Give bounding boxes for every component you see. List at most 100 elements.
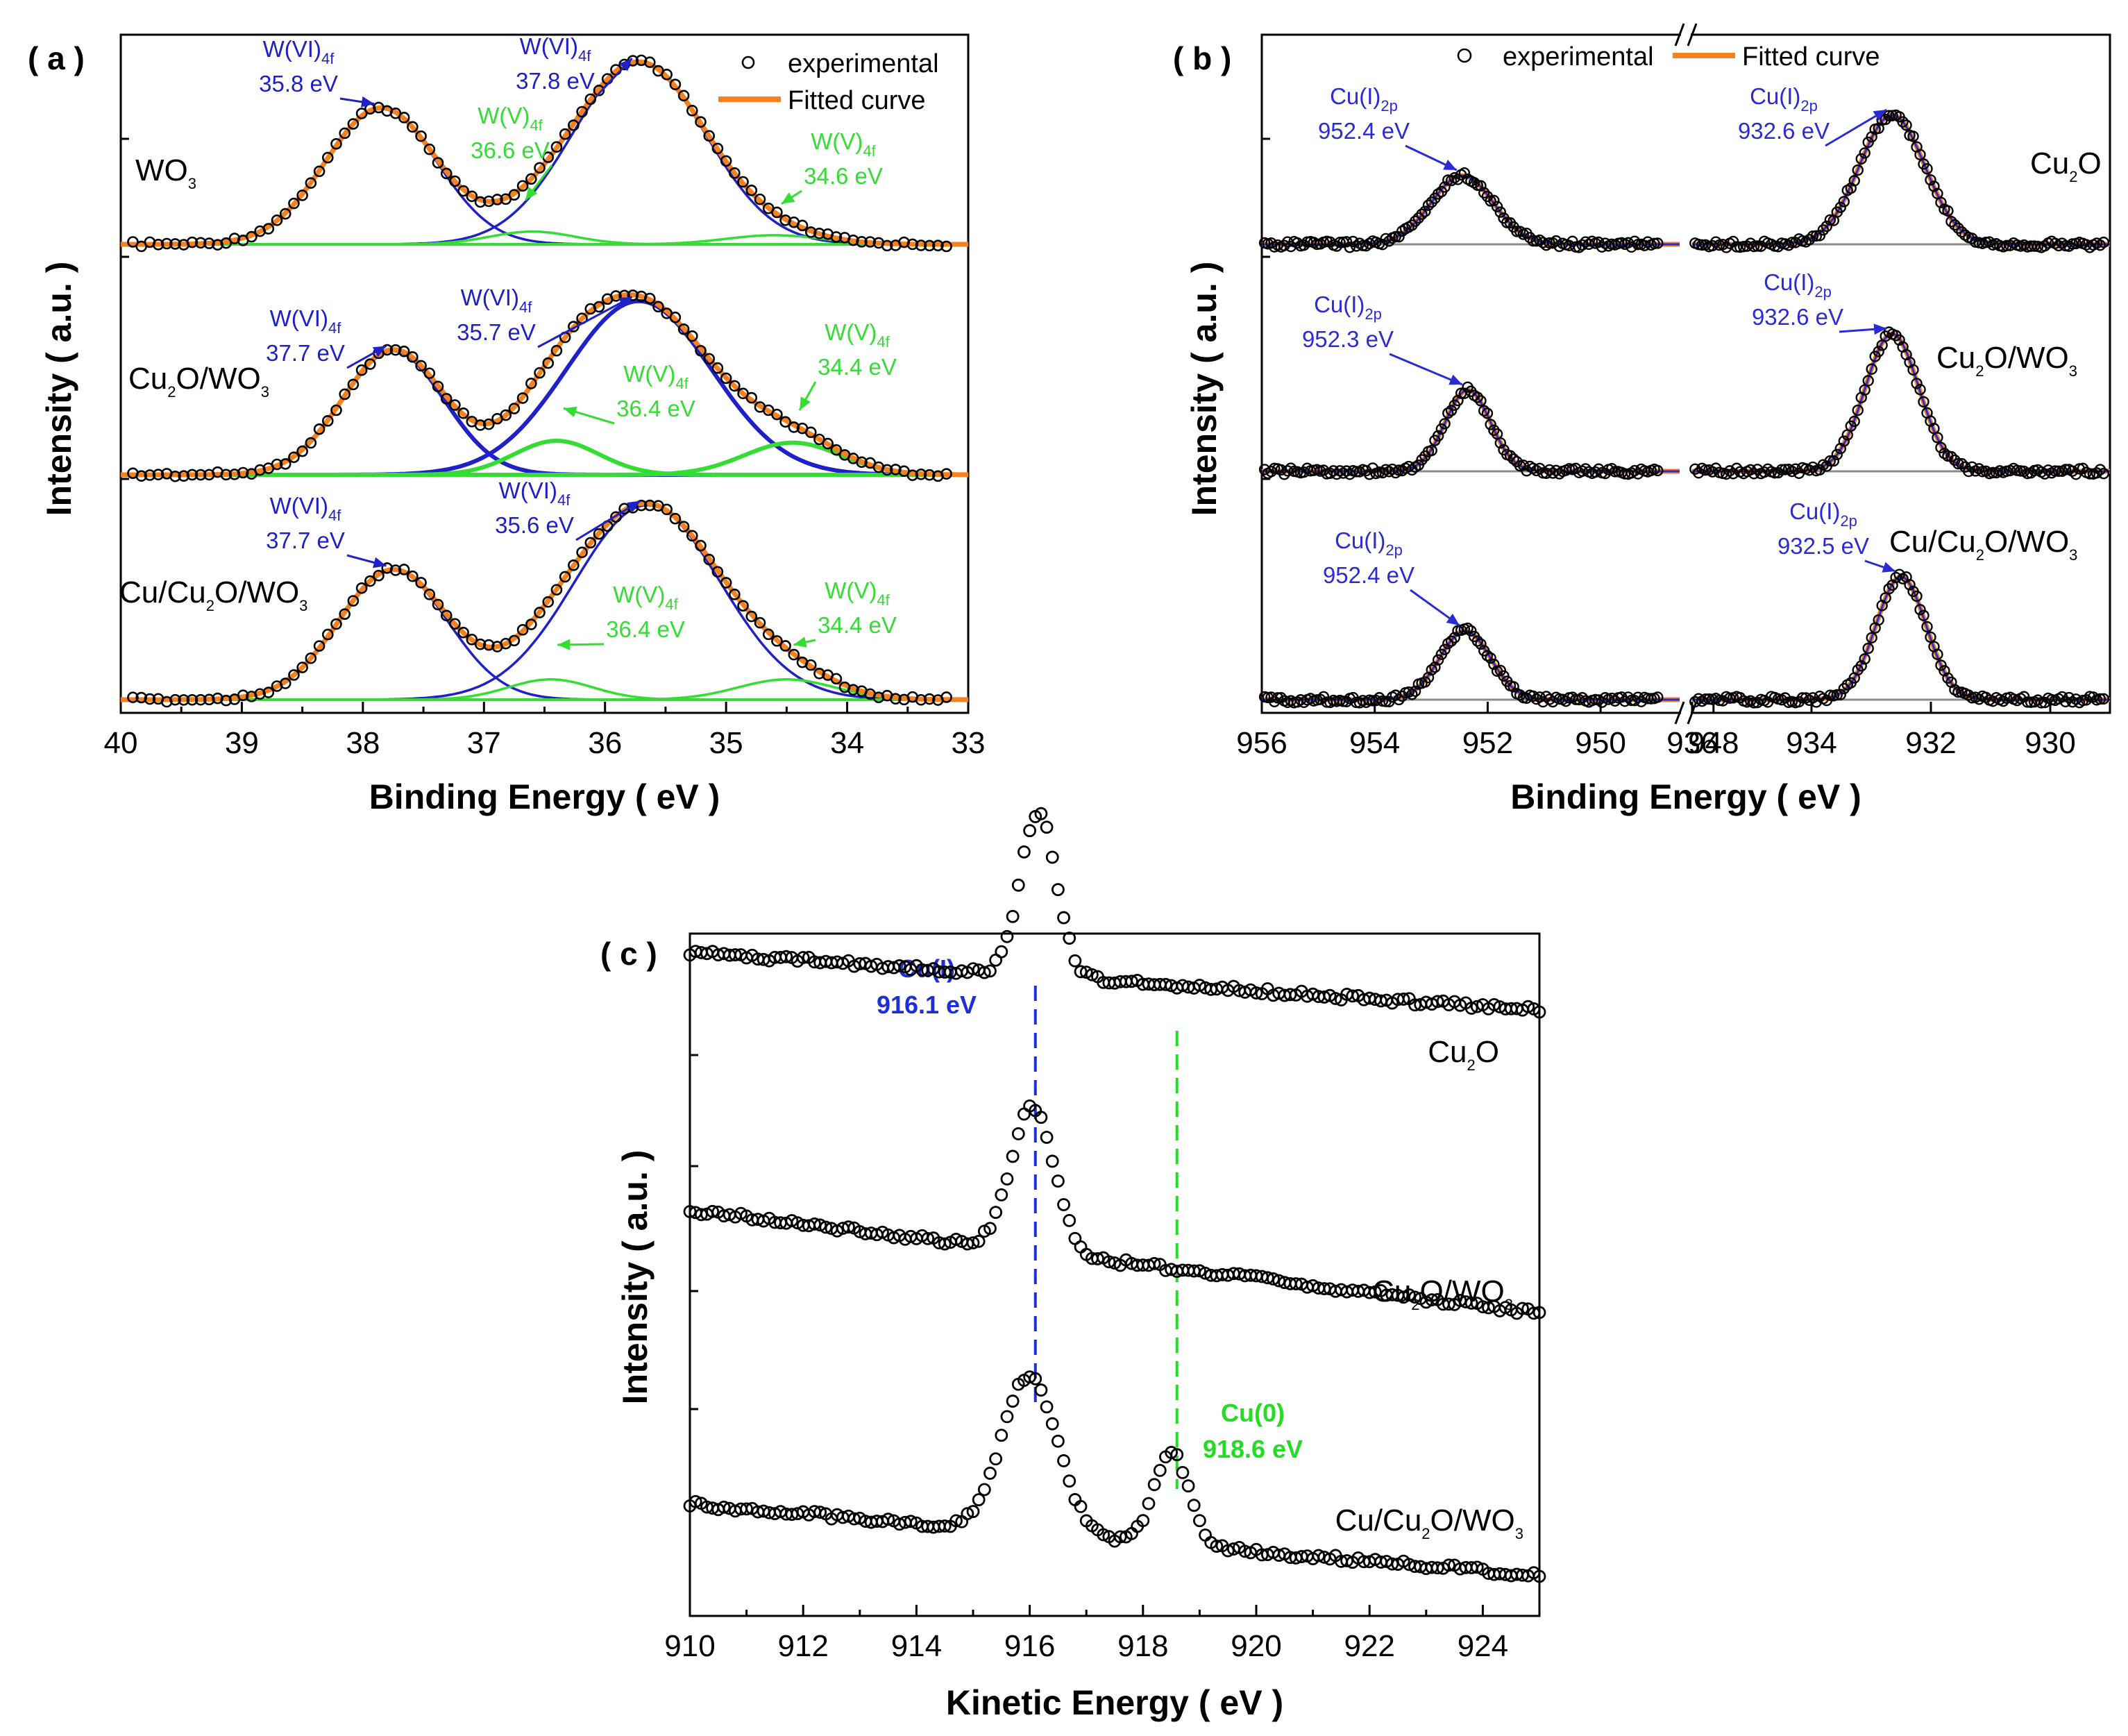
panel-b-experimental-point [1852,164,1864,176]
panel-a-experimental-point [576,546,588,559]
panel-c-data-point [1045,850,1059,864]
panel-b-experimental-point [1952,686,1964,698]
panel-b-experimental-point [1315,693,1326,705]
panel-c-data-point [983,1222,997,1236]
panel-b-peak-value: 952.4 eV [1318,118,1410,144]
panel-c-data-point [1034,1383,1048,1397]
panel-a-peak-label: W(V)4f [825,578,890,609]
panel-a-experimental-point [754,616,766,629]
panel-c-data-point [977,966,991,979]
panel-a-experimental-point [491,194,503,205]
panel-a-experimental-point [169,470,181,482]
panel-b-tick-label: 932 [1905,726,1956,760]
panel-b-experimental-point [2097,236,2110,248]
panel-c-data-point [1521,1000,1535,1013]
panel-c-data-point [1199,1528,1212,1542]
panel-a-experimental-point [788,421,800,433]
panel-c-data-point [1063,932,1076,945]
panel-a-peak-value: 37.8 eV [516,68,595,94]
panel-b-experimental-point [1935,441,1947,454]
panel-b-experimental-point [1814,230,1826,242]
panel-b-experimental-point [2094,693,2106,705]
panel-a-experimental-point [373,569,385,582]
panel-b-experimental-point [1921,621,1933,633]
panel-b-experimental-point [1527,690,1539,702]
panel-a-experimental-point [203,237,215,249]
panel-a-experimental-point [695,539,707,552]
panel-c-tick-label: 916 [1004,1629,1055,1663]
panel-a-experimental-point [279,458,292,470]
panel-b-fitted-curve [1262,628,1680,702]
panel-a-experimental-point [661,69,673,81]
panel-a-experimental-point [186,693,199,706]
panel-a-experimental-point [643,499,656,512]
panel-b-experimental-point [1416,208,1428,220]
panel-c-reference-title: Cu(0) [1221,1399,1285,1427]
panel-a-peak-arrow-head [627,500,641,512]
panel-b-experimental-point [1925,174,1936,186]
panel-b-experimental-point [2097,467,2110,480]
panel-a-experimental-point [194,237,207,249]
panel-a-experimental-point [813,667,825,680]
panel-c-data-point [1052,1434,1065,1448]
panel-a-experimental-point [440,609,453,622]
panel-a-experimental-point [407,121,419,133]
panel-b-experimental-point [1862,642,1874,655]
panel-b-experimental-point [1491,201,1503,212]
panel-a-experimental-point [169,238,181,250]
panel-a-experimental-point [720,155,732,167]
panel-a-tick-label: 36 [588,726,622,760]
panel-b-experimental-point [1652,464,1664,477]
panel-a-experimental-point [745,610,758,623]
panel-c-data-point [1102,1255,1116,1269]
panel-b-experimental-point [2066,465,2079,477]
panel-a-experimental-point [940,240,952,253]
panel-b-experimental-point [2087,691,2100,703]
panel-b-experimental-point [1827,455,1840,467]
panel-a-experimental-point [347,595,360,607]
panel-a-legend-fitted: Fitted curve [788,86,926,115]
panel-c-data-point [1113,1530,1127,1544]
panel-b-experimental-point [1883,583,1895,595]
panel-c-sample-label: Cu2O/WO3 [1372,1274,1513,1313]
panel-a-peak-label: W(VI)4f [461,285,533,316]
panel-a-experimental-point [542,151,555,163]
panel-b-peak-arrow-head [1873,110,1887,121]
panel-c-data-point [1057,1454,1070,1467]
panel-a-experimental-point [559,571,571,583]
panel-a-experimental-point [643,56,656,68]
panel-b-peak-label: Cu(I)2p [1789,498,1857,530]
panel-a-experimental-point [474,196,487,208]
panel-a-experimental-point [237,466,249,479]
panel-a-experimental-point [203,693,215,706]
panel-b-peak-label: Cu(I)2p [1314,292,1382,323]
panel-a-experimental-point [550,584,563,596]
panel-a-experimental-point [754,193,766,205]
panel-b-experimental-point [1344,242,1356,253]
panel-a-experimental-point [398,564,410,575]
panel-a-experimental-point [856,456,868,469]
panel-b-experimental-point [1786,237,1798,248]
panel-a-experimental-point [550,141,563,153]
panel-c-data-point [1000,1172,1014,1186]
panel-a-experimental-point [305,652,317,664]
panel-c-frame [689,932,1541,1617]
panel-c-data-point [1063,1474,1076,1488]
panel-a-peak-value: 35.8 eV [259,71,338,96]
panel-a-experimental-point [915,693,927,706]
panel-c-data-point [1482,1301,1495,1315]
panel-b-experimental-point [1932,432,1943,444]
panel-a-experimental-point [856,236,868,248]
panel-a-experimental-point [305,177,317,189]
panel-c-data-point [1176,1466,1190,1479]
panel-a-peak-arrow-head [800,396,811,410]
panel-c-data-point [995,1188,1008,1202]
panel-b-experimental-point [1710,236,1722,248]
panel-a-peak-value: 34.6 eV [804,163,883,189]
panel-b-experimental-point [2084,468,2096,480]
panel-b-experimental-point [1504,450,1517,462]
panel-c-data-point [1532,1005,1546,1019]
panel-c-data-point [1181,1479,1195,1493]
panel-a-experimental-point [830,444,843,456]
panel-a-experimental-point [534,162,546,174]
